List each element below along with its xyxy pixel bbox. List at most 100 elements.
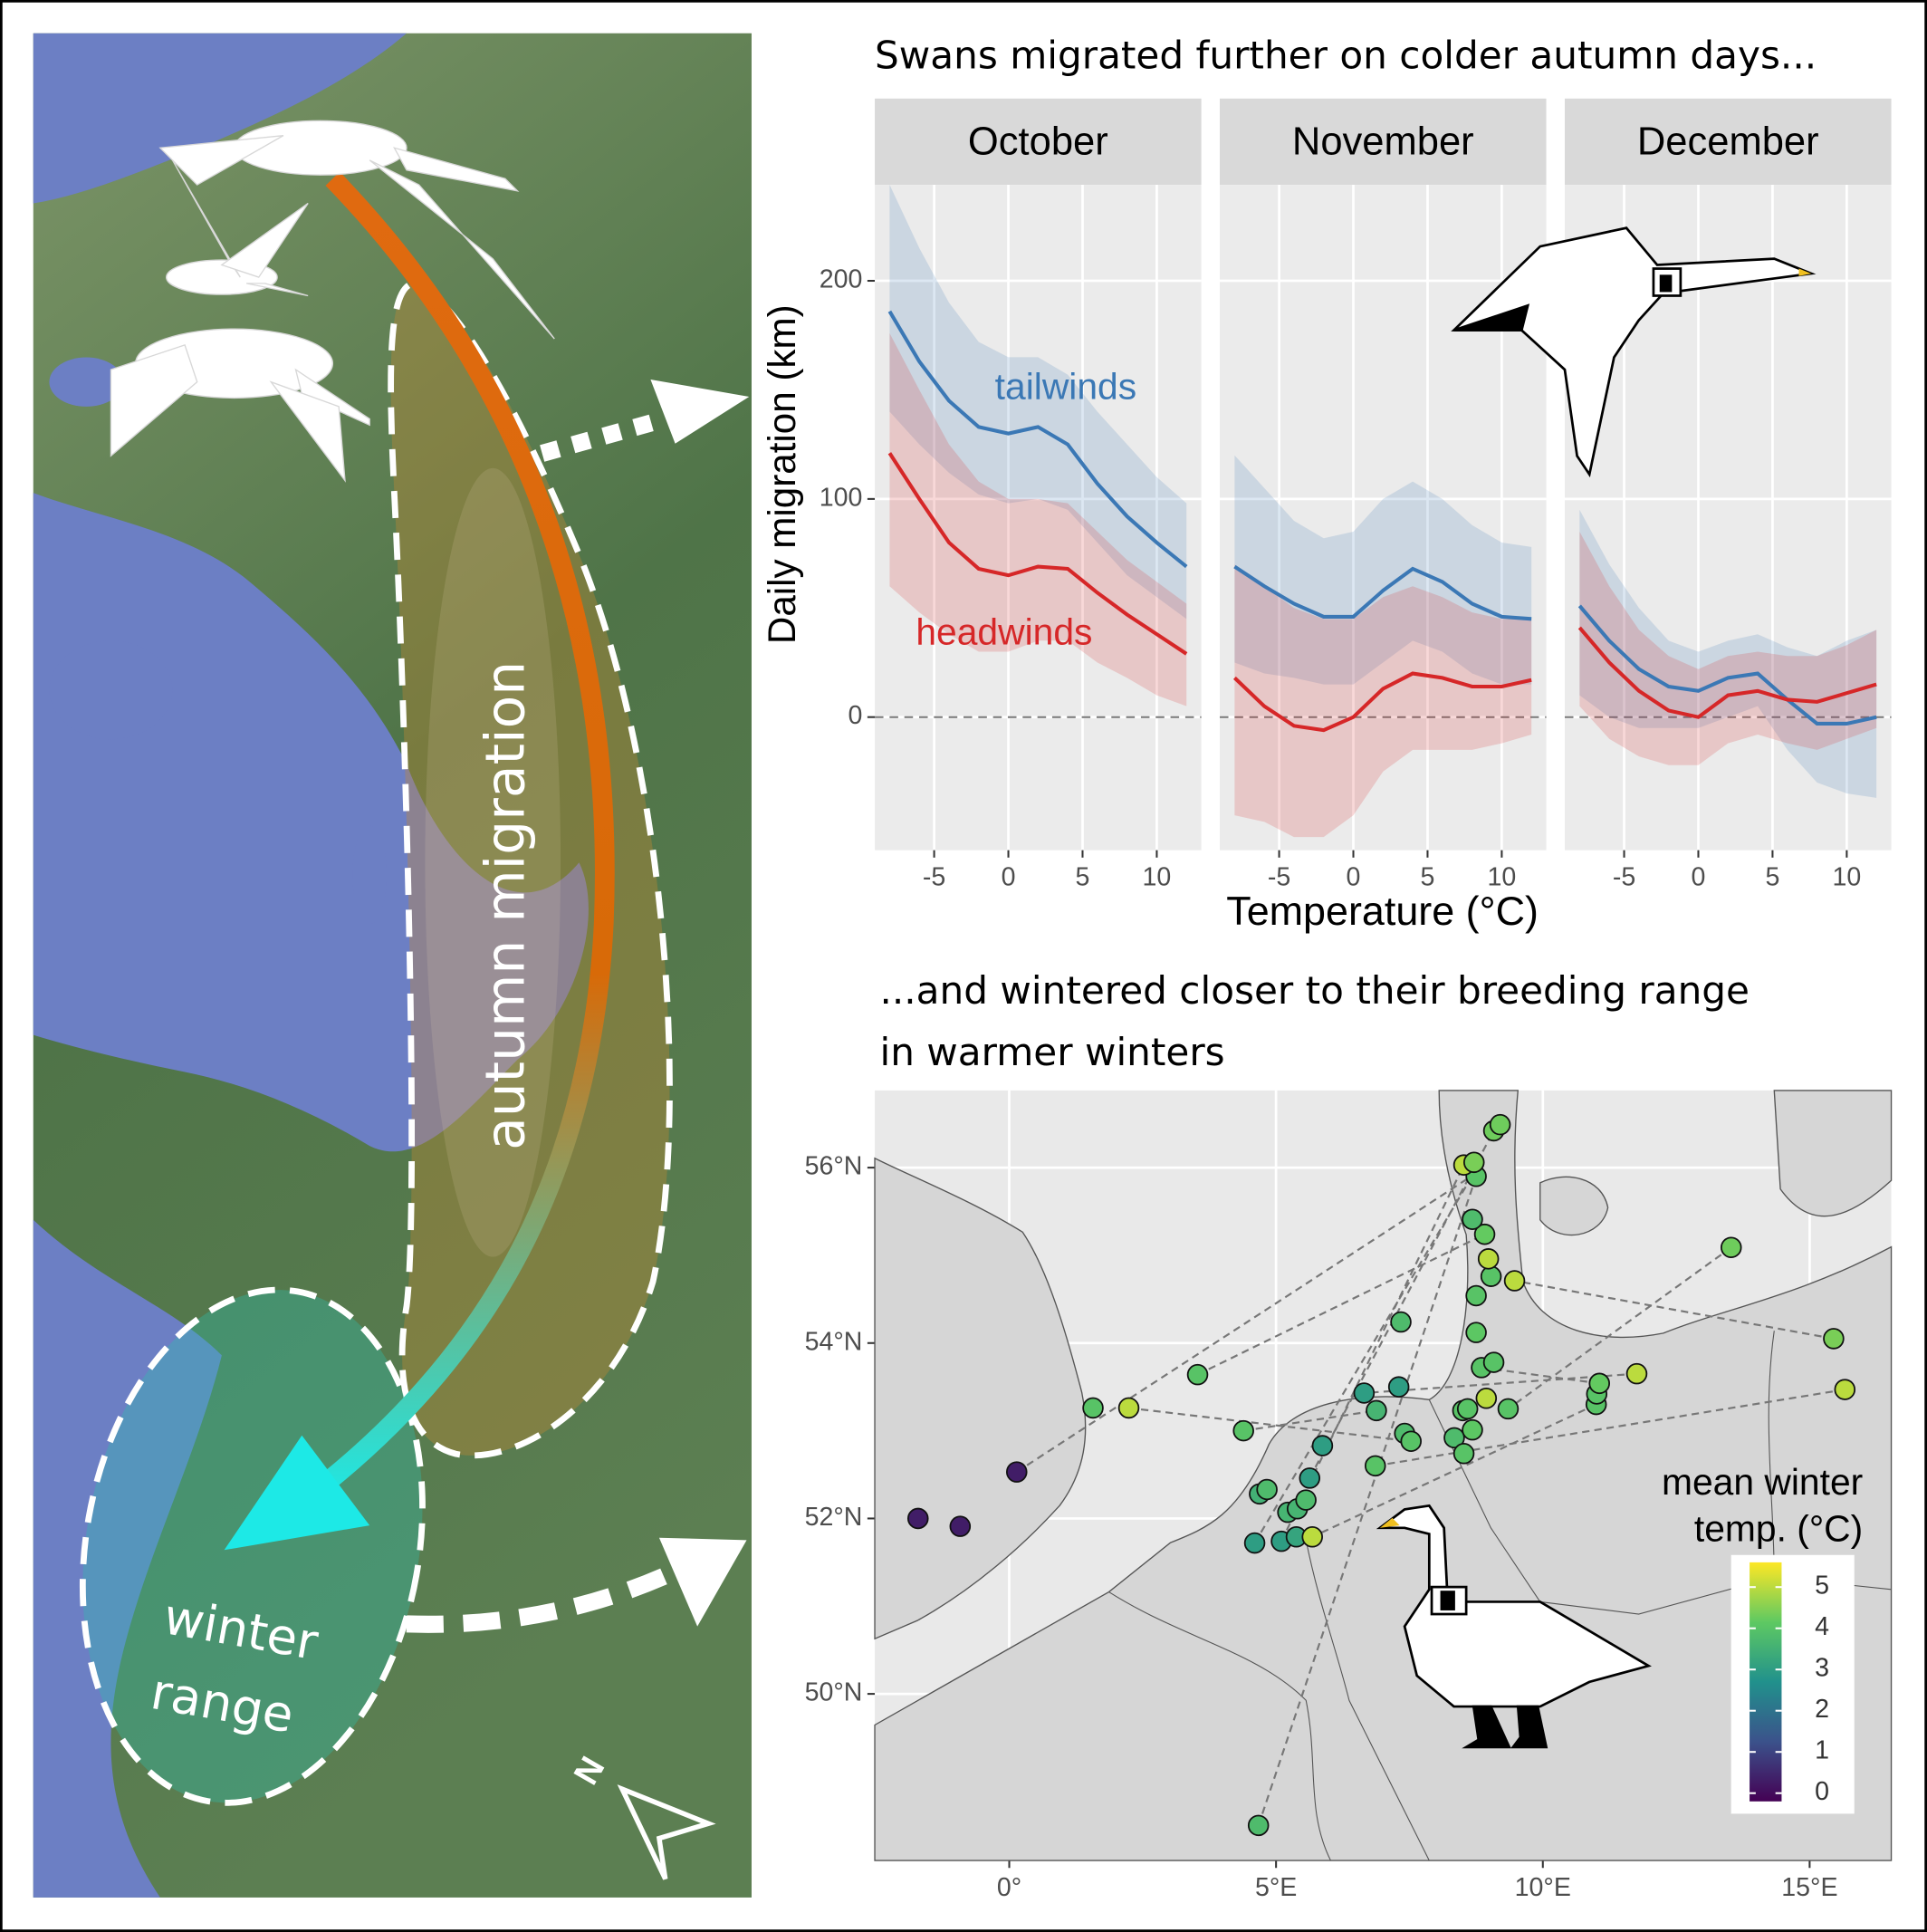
link-arrow-head bbox=[650, 379, 750, 444]
y-tick-label: 200 bbox=[820, 265, 863, 294]
colorbar-label: 2 bbox=[1815, 1695, 1829, 1724]
chart-title: ...and wintered closer to their breeding… bbox=[879, 968, 1750, 1013]
winter-site bbox=[1477, 1248, 1500, 1270]
movement-link bbox=[1311, 1403, 1597, 1538]
x-tick-label: -5 bbox=[1613, 862, 1635, 891]
illustration: autumn migration winter range N bbox=[33, 33, 752, 1898]
winter-site bbox=[1625, 1362, 1648, 1385]
y-tick-label: 56°N bbox=[805, 1152, 863, 1181]
winter-site bbox=[1186, 1363, 1209, 1386]
link-arrow bbox=[540, 410, 668, 462]
arrow-head bbox=[224, 1435, 370, 1551]
border bbox=[1305, 1540, 1430, 1861]
facet-strip bbox=[1220, 98, 1547, 186]
x-tick-label: 5 bbox=[1765, 862, 1779, 891]
facet-label: October bbox=[968, 120, 1108, 164]
border bbox=[1768, 1331, 1775, 1578]
line bbox=[1232, 671, 1532, 733]
facet-label: December bbox=[1637, 120, 1819, 164]
winter-site bbox=[1482, 1351, 1505, 1373]
winter-zone bbox=[79, 1286, 426, 1806]
winter-site bbox=[1006, 1461, 1028, 1483]
colorbar-label: 3 bbox=[1815, 1654, 1829, 1683]
y-tick-label: 100 bbox=[820, 483, 863, 512]
x-tick-label: -5 bbox=[923, 862, 945, 891]
winter-site bbox=[1462, 1151, 1485, 1174]
highlight bbox=[425, 467, 561, 1257]
colorbar-label: 5 bbox=[1815, 1572, 1829, 1600]
winter-site bbox=[1082, 1397, 1104, 1419]
ribbon bbox=[1234, 455, 1532, 685]
swan-photo bbox=[110, 120, 555, 483]
chart-title: in warmer winters bbox=[879, 1030, 1224, 1074]
movement-link bbox=[1016, 1174, 1473, 1474]
swan-icon bbox=[1376, 1504, 1652, 1749]
water bbox=[33, 493, 589, 1152]
ribbon bbox=[1579, 531, 1877, 765]
winter-site bbox=[1588, 1372, 1610, 1395]
x-tick-label: 10 bbox=[1832, 862, 1861, 891]
lake bbox=[352, 825, 388, 925]
winter-site bbox=[1117, 1397, 1140, 1419]
x-axis-label: Temperature (°C) bbox=[1226, 888, 1539, 934]
winter-site bbox=[1400, 1430, 1422, 1452]
water bbox=[33, 33, 407, 204]
movement-link bbox=[1257, 1176, 1478, 1826]
winter-site bbox=[1295, 1489, 1317, 1511]
movement-link bbox=[1197, 1233, 1486, 1376]
facet-strip bbox=[1564, 98, 1892, 186]
winter-site bbox=[1256, 1478, 1278, 1501]
winter-site bbox=[1465, 1284, 1487, 1307]
swan-icon bbox=[1451, 226, 1817, 478]
colorbar-label: 1 bbox=[1815, 1736, 1829, 1765]
winter-site bbox=[1475, 1388, 1498, 1409]
winter-site bbox=[1443, 1427, 1465, 1449]
line bbox=[887, 310, 1188, 569]
movement-link bbox=[1507, 1246, 1732, 1410]
winter-site bbox=[1353, 1382, 1376, 1404]
winter-site bbox=[1721, 1236, 1742, 1258]
compass-arrow bbox=[617, 1784, 716, 1880]
winter-site bbox=[1834, 1379, 1856, 1400]
x-tick-label: 0 bbox=[1002, 862, 1016, 891]
land bbox=[1539, 1176, 1609, 1236]
legend-title: temp. (°C) bbox=[1694, 1508, 1863, 1550]
colorbar-label: 0 bbox=[1815, 1777, 1829, 1806]
lake bbox=[49, 357, 124, 407]
winter-site bbox=[1462, 1418, 1483, 1441]
x-tick-label: 0° bbox=[997, 1873, 1021, 1902]
x-tick-label: 0 bbox=[1692, 862, 1706, 891]
winter-site bbox=[1456, 1398, 1479, 1420]
movement-link bbox=[1514, 1279, 1835, 1341]
colorbar-label: 4 bbox=[1815, 1612, 1829, 1641]
y-tick-label: 52°N bbox=[805, 1503, 863, 1532]
y-axis-label: Daily migration (km) bbox=[761, 304, 803, 644]
link-arrow-head bbox=[658, 1537, 747, 1627]
winter-site bbox=[1497, 1398, 1520, 1420]
winter-site bbox=[1243, 1532, 1266, 1554]
winter-site bbox=[1465, 1322, 1487, 1343]
winter-site bbox=[1473, 1223, 1496, 1245]
winter-site bbox=[1452, 1443, 1475, 1465]
y-tick-label: 50°N bbox=[805, 1678, 863, 1707]
colorbar bbox=[1750, 1562, 1782, 1802]
migration-zone bbox=[388, 280, 673, 1459]
x-tick-label: 0 bbox=[1347, 862, 1361, 891]
winter-site bbox=[906, 1507, 929, 1530]
facet-label: November bbox=[1292, 120, 1474, 164]
x-tick-label: 15°E bbox=[1781, 1873, 1837, 1902]
migration-label: autumn migration bbox=[475, 661, 538, 1150]
x-tick-label: 10 bbox=[1488, 862, 1517, 891]
movement-link bbox=[1253, 1175, 1473, 1544]
movement-link bbox=[1364, 1372, 1637, 1395]
winter-site bbox=[1366, 1399, 1387, 1422]
ribbon bbox=[889, 185, 1187, 620]
water bbox=[33, 1219, 222, 1898]
winter-site bbox=[1462, 1208, 1483, 1231]
line bbox=[1577, 626, 1877, 719]
series-label: tailwinds bbox=[995, 366, 1136, 408]
y-tick-label: 54°N bbox=[805, 1327, 863, 1356]
x-tick-label: 5 bbox=[1076, 862, 1090, 891]
x-tick-label: 5 bbox=[1421, 862, 1435, 891]
